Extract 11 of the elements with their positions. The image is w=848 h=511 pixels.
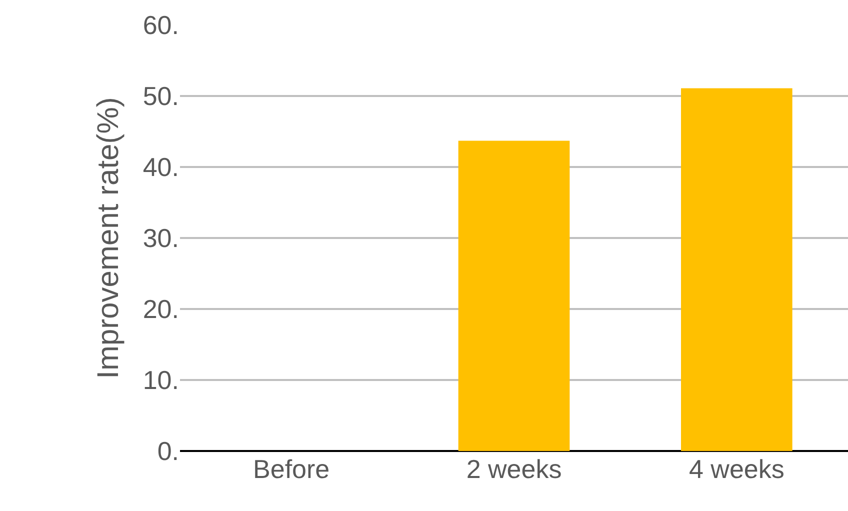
y-tick-label: 0.: [157, 436, 179, 466]
y-tick-label: 20.: [142, 294, 179, 324]
y-axis-title: Improvement rate(%): [92, 97, 125, 379]
y-tick-label: 50.: [142, 81, 179, 112]
y-tick-label: 30.: [142, 223, 179, 254]
y-tick-label: 10.: [142, 365, 179, 396]
y-tick-label: 60.: [142, 10, 179, 40]
x-tick-label: Before: [253, 454, 330, 484]
x-tick-label: 2 weeks: [466, 454, 562, 484]
x-tick-label: 4 weeks: [688, 454, 784, 484]
y-tick-label: 40.: [142, 152, 179, 182]
